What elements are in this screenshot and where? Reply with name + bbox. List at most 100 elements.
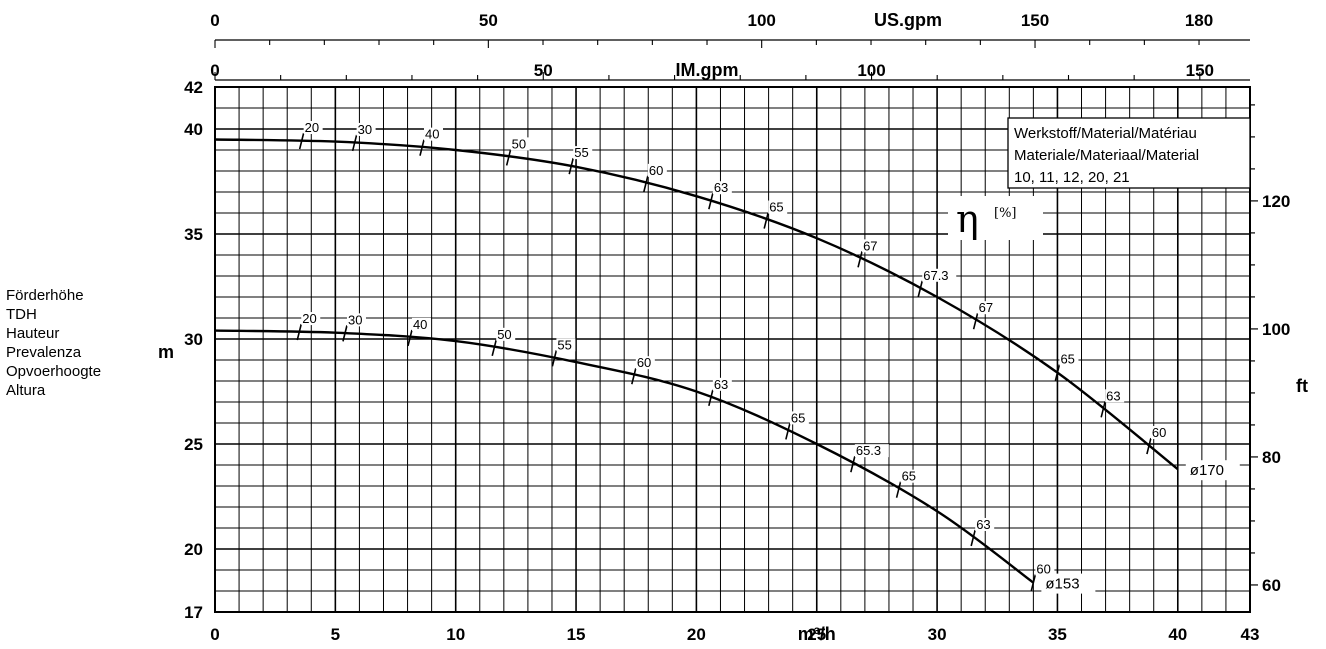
efficiency-label: 30	[348, 312, 362, 327]
efficiency-label: 60	[1152, 425, 1166, 440]
efficiency-label-bg	[1105, 389, 1125, 403]
x-tick-label: 10	[446, 625, 465, 644]
y-tick-label: 35	[184, 225, 203, 244]
axes: 0 5 10 15 20 25 30 35 40 43 m³/h 17 20 25 30 35 40 42 m 60 8…	[158, 10, 1308, 644]
efficiency-label-bg	[977, 301, 997, 315]
eta-unit: [%]	[994, 206, 1017, 221]
x-tick-label: 43	[1241, 625, 1260, 644]
y-tick-label: 25	[184, 435, 203, 454]
efficiency-tick	[505, 149, 512, 166]
curves: 20 30 40 50 55 60 63 65 67 67.3 67 65 63 60 ø170 20 30 40…	[214, 120, 1240, 594]
efficiency-tick	[1054, 364, 1061, 381]
efficiency-label: 20	[305, 120, 319, 135]
efficiency-label: 60	[637, 355, 651, 370]
material-legend: Werkstoff/Material/Matériau Materiale/Ma…	[1007, 117, 1251, 189]
efficiency-tick	[407, 329, 413, 347]
efficiency-label-bg	[1059, 352, 1079, 366]
imgpm-tick-label: 0	[210, 61, 219, 80]
efficiency-label-bg	[356, 122, 376, 136]
head-curve-d153	[214, 329, 1035, 584]
efficiency-label: 67	[979, 300, 993, 315]
efficiency-label-bg	[1035, 562, 1055, 576]
efficiency-label: 55	[574, 145, 588, 160]
legend-frame	[1007, 117, 1251, 189]
efficiency-tick	[351, 134, 358, 152]
x-axis-label: m³/h	[798, 624, 836, 644]
efficiency-tick	[298, 132, 305, 150]
efficiency-label-bg	[303, 121, 323, 135]
diameter-label: ø153	[1045, 576, 1079, 593]
efficiency-label: 50	[512, 136, 526, 151]
efficiency-label-bg	[768, 200, 788, 214]
efficiency-tick	[568, 157, 575, 175]
efficiency-tick	[763, 212, 769, 229]
efficiency-tick	[917, 280, 924, 297]
x-tick-label: 15	[567, 625, 586, 644]
efficiency-label: 67	[863, 238, 877, 253]
imgpm-tick-label: 100	[857, 61, 885, 80]
efficiency-label-bg	[975, 517, 995, 531]
x-tick-label: 40	[1168, 625, 1187, 644]
efficiency-tick	[708, 389, 714, 406]
efficiency-label-bg	[948, 196, 1043, 240]
x-tick-label: 5	[331, 625, 340, 644]
y-tick-label: 40	[184, 120, 203, 139]
efficiency-label-bg	[854, 444, 889, 458]
imgpm-tick-label: 150	[1186, 61, 1214, 80]
efficiency-label: 63	[976, 517, 990, 532]
efficiency-label-bg	[424, 127, 443, 141]
efficiency-tick	[1146, 437, 1152, 455]
usgpm-tick-label: 100	[747, 11, 775, 30]
efficiency-label: 67.3	[923, 268, 948, 283]
y-axis-label: m	[158, 342, 174, 362]
efficiency-label-bg	[411, 317, 431, 331]
diameter-label-bg	[1041, 573, 1096, 594]
legend-line-3: 10, 11, 12, 20, 21	[1014, 169, 1130, 186]
efficiency-label: 63	[1106, 388, 1120, 403]
y-tick-label: 30	[184, 330, 203, 349]
efficiency-label-bg	[862, 239, 882, 253]
ft-axis-label: ft	[1296, 376, 1308, 396]
y-tick-label: 17	[184, 603, 203, 622]
efficiency-label-bg	[496, 327, 516, 341]
ft-tick-label: 60	[1262, 576, 1281, 595]
plot-frame	[214, 86, 1251, 613]
efficiency-tick	[631, 368, 637, 385]
imgpm-axis-label: IM.gpm	[676, 60, 739, 80]
usgpm-axis-label: US.gpm	[874, 10, 942, 30]
efficiency-label: 40	[425, 127, 439, 142]
efficiency-tick	[970, 529, 976, 547]
efficiency-label-bg	[922, 268, 957, 282]
x-tick-label: 35	[1048, 625, 1067, 644]
y-tick-label: 42	[184, 78, 203, 97]
x-tick-label: 0	[210, 625, 219, 644]
efficiency-label: 60	[649, 163, 663, 178]
efficiency-label: 65	[1060, 352, 1074, 367]
caption-line: TDH	[6, 306, 37, 323]
efficiency-label: 60	[1036, 562, 1050, 577]
diameter-label: ø170	[1190, 462, 1224, 479]
usgpm-tick-label: 50	[479, 11, 498, 30]
efficiency-label: 30	[358, 122, 372, 137]
efficiency-label: 63	[714, 377, 728, 392]
efficiency-label-bg	[900, 469, 920, 483]
ft-tick-label: 120	[1262, 192, 1290, 211]
ft-tick-label: 100	[1262, 320, 1290, 339]
efficiency-tick	[708, 193, 714, 210]
efficiency-tick	[419, 139, 425, 156]
efficiency-label: 63	[714, 180, 728, 195]
efficiency-label: 65	[902, 469, 916, 484]
efficiency-tick	[491, 339, 497, 357]
efficiency-tick	[850, 455, 856, 473]
diameter-label-bg	[1185, 460, 1240, 481]
efficiency-label-bg	[1150, 426, 1170, 440]
efficiency-label: η [%]	[948, 196, 1043, 241]
efficiency-tick	[296, 323, 303, 341]
efficiency-label: 50	[497, 327, 511, 342]
caption-line: Altura	[6, 382, 46, 399]
efficiency-tick	[1100, 401, 1106, 418]
efficiency-label-bg	[712, 181, 732, 195]
head-axis-caption: Förderhöhe TDH Hauteur Prevalenza Opvoer…	[6, 286, 156, 400]
efficiency-label-bg	[346, 313, 366, 327]
